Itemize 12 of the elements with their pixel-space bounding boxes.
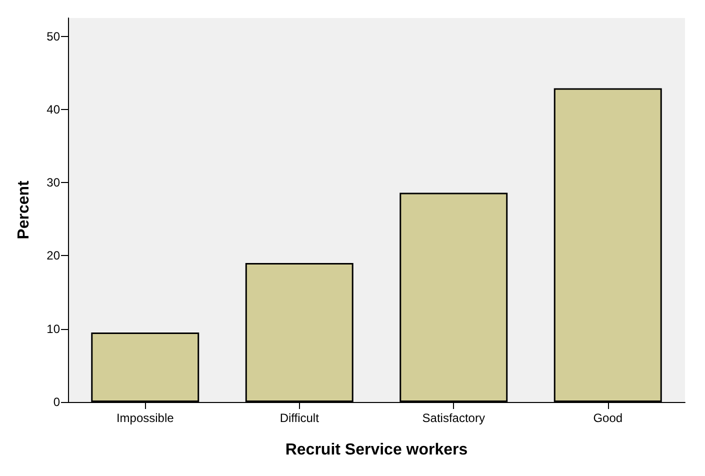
x-tick-label: Impossible bbox=[116, 411, 174, 425]
y-tick-label: 50 bbox=[46, 29, 60, 44]
y-tick-label: 30 bbox=[46, 176, 60, 190]
y-axis-title: Percent bbox=[16, 180, 32, 240]
x-axis-title: Recruit Service workers bbox=[285, 442, 468, 458]
y-tick-label: 0 bbox=[53, 395, 60, 409]
x-tick-label: Difficult bbox=[280, 411, 320, 425]
x-tick-label: Good bbox=[593, 411, 623, 425]
y-tick-label: 40 bbox=[46, 102, 60, 116]
y-tick-label: 10 bbox=[46, 322, 60, 336]
x-tick-label: Satisfactory bbox=[422, 411, 485, 425]
y-tick-label: 20 bbox=[46, 248, 60, 263]
